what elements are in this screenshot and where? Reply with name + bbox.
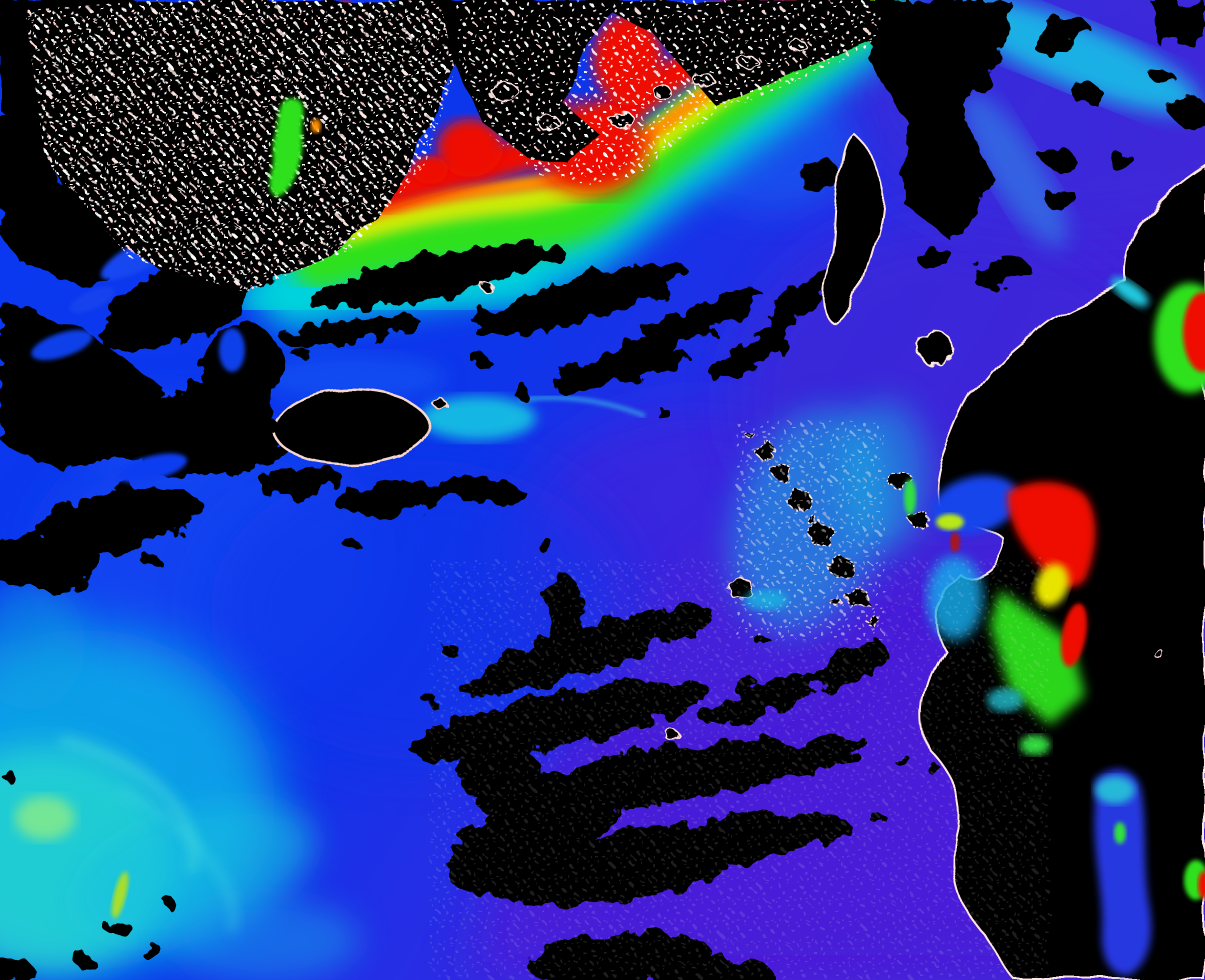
swirl-filament-2	[118, 786, 238, 933]
noise-speckles	[430, 560, 1050, 980]
orange-inlet-speck	[311, 119, 321, 133]
cyan-coastal-tongue	[0, 580, 85, 710]
cloud-streaks-center	[280, 160, 837, 415]
wake-filament	[519, 395, 646, 418]
jeju-group	[141, 388, 554, 566]
tsushima-island	[824, 133, 884, 327]
small-islet-east	[1154, 650, 1166, 660]
yellow-green-sliver	[111, 871, 129, 919]
clouds-south-of-jeju	[141, 420, 554, 566]
swirl-filament	[58, 735, 199, 873]
iki-island	[917, 330, 953, 368]
bay-water	[1094, 769, 1152, 976]
ariake-red-core	[1007, 481, 1096, 588]
northeast-bay-bloom	[1111, 277, 1205, 393]
blue-streak-northeast	[962, 92, 1068, 248]
green-swirl-core	[15, 796, 75, 840]
archipelago-inner-waters	[269, 98, 321, 197]
jeju-island	[270, 388, 430, 465]
cyan-streak-northeast	[949, 0, 1201, 114]
cyan-swirl-low	[170, 898, 360, 980]
clouds-northeast	[870, 0, 1205, 290]
kagoshima-bay	[1094, 769, 1205, 976]
green-inlet-bloom	[269, 98, 304, 197]
tsushima-iki-group	[824, 133, 953, 368]
udo-islet	[433, 398, 447, 410]
jeju-island-wake	[420, 396, 536, 440]
yatsushiro-red-strip	[1060, 603, 1088, 667]
jeju-north-halo	[257, 354, 447, 402]
